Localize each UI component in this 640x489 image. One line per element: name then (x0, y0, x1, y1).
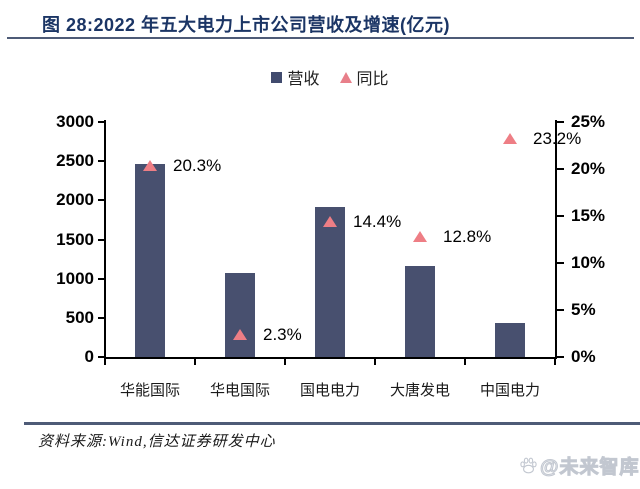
y-axis-left-tick-label: 1000 (56, 268, 94, 288)
paw-icon (520, 457, 537, 474)
y-axis-left-tick (98, 316, 105, 319)
y-axis-left-tick-label: 3000 (56, 112, 94, 131)
x-axis-line (104, 357, 557, 359)
x-axis-tick (374, 359, 376, 365)
source-note: 资料来源:Wind,信达证券研发中心 (38, 434, 276, 450)
x-axis-tick (194, 359, 196, 365)
y-axis-left-tick-label: 2500 (56, 151, 94, 171)
yoy-value-label: 12.8% (443, 226, 492, 246)
y-axis-right-tick (557, 121, 564, 123)
yoy-triangle-marker (233, 329, 247, 341)
y-axis-left-tick-label: 1500 (56, 229, 94, 249)
yoy-triangle-marker (143, 160, 157, 172)
y-axis-right-tick-label: 15% (571, 206, 606, 225)
legend-item-yoy: 同比 (339, 65, 389, 89)
legend-label-revenue: 营收 (287, 71, 320, 88)
y-axis-right-tick-label: 0% (571, 347, 596, 366)
x-axis-category-label: 华电国际 (209, 382, 270, 399)
x-axis-tick (104, 359, 106, 365)
figure-title: 图 28:2022 年五大电力上市公司营收及增速(亿元) (42, 15, 451, 35)
y-axis-left-tick (98, 199, 105, 202)
yoy-triangle-marker (413, 230, 427, 242)
x-axis-tick (464, 359, 466, 365)
x-axis-tick (554, 359, 556, 365)
x-axis-tick (284, 359, 286, 365)
y-axis-left-tick-label: 2000 (56, 190, 94, 210)
revenue-bar (405, 266, 435, 357)
y-axis-right-tick (557, 309, 564, 311)
yoy-triangle-marker (323, 215, 337, 227)
yoy-value-label: 20.3% (173, 156, 222, 176)
triangle-icon (339, 71, 352, 83)
y-axis-right-tick (557, 356, 564, 358)
y-axis-left-tick (98, 238, 105, 241)
revenue-bar (315, 206, 345, 357)
y-axis-right-tick-label: 10% (571, 253, 606, 272)
y-axis-left-tick-label: 500 (65, 307, 94, 327)
y-axis-left-tick (98, 121, 105, 123)
chart-legend: 营收 同比 (105, 65, 555, 89)
y-axis-left-tick (98, 160, 105, 163)
y-axis-left-line (104, 120, 106, 359)
revenue-bar (495, 322, 525, 357)
square-icon (271, 71, 283, 83)
title-divider (7, 37, 634, 39)
y-axis-left-tick (98, 277, 105, 280)
yoy-value-label: 14.4% (353, 211, 402, 231)
legend-label-yoy: 同比 (356, 71, 389, 88)
watermark: @未来智库 (519, 452, 640, 479)
y-axis-right-line (555, 120, 557, 359)
legend-item-revenue: 营收 (271, 65, 320, 89)
y-axis-right-tick (557, 262, 564, 264)
y-axis-right-tick (557, 168, 564, 170)
yoy-triangle-marker (503, 132, 517, 144)
watermark-text: @未来智库 (540, 457, 640, 479)
revenue-bar (135, 164, 165, 357)
footer-divider (24, 422, 640, 425)
revenue-bar (225, 273, 255, 357)
x-axis-category-label: 华能国际 (119, 382, 180, 399)
y-axis-right-tick (557, 215, 564, 217)
y-axis-right-tick-label: 5% (571, 300, 596, 319)
y-axis-right-tick-label: 25% (571, 112, 606, 131)
x-axis-category-label: 国电电力 (299, 382, 360, 399)
y-axis-left-tick-label: 0 (84, 347, 94, 366)
x-axis-category-label: 中国电力 (479, 382, 540, 399)
yoy-value-label: 2.3% (263, 325, 302, 345)
y-axis-left-tick (98, 356, 105, 358)
y-axis-right-tick-label: 20% (571, 159, 606, 178)
x-axis-category-label: 大唐发电 (389, 382, 450, 399)
yoy-value-label: 23.2% (533, 128, 582, 148)
